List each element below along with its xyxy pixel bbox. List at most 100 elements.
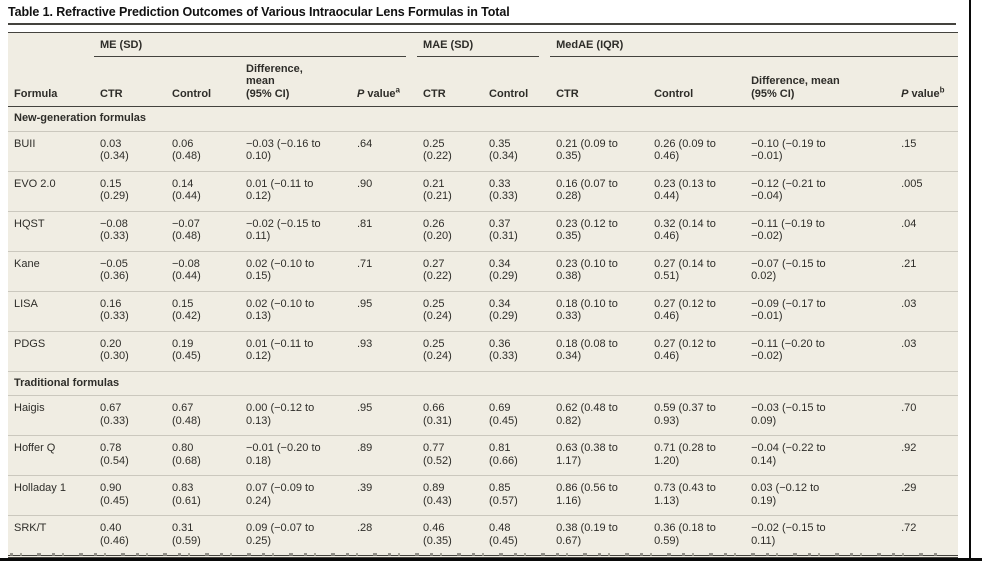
- table-row: PDGS 0.20 (0.30) 0.19 (0.45) 0.01 (−0.11 to…: [8, 331, 959, 372]
- value-cell: .64: [351, 131, 418, 172]
- value-cell: 0.63 (0.38 to 1.17): [550, 435, 649, 476]
- value-cell: 0.69 (0.45): [483, 395, 551, 436]
- value-cell: 0.25 (0.24): [417, 291, 484, 332]
- value-cell: −0.10 (−0.19 to −0.01): [745, 131, 896, 172]
- medae-difference-column-header: Difference, mean (95% CI): [745, 56, 896, 107]
- value-cell: 0.66 (0.31): [417, 395, 484, 436]
- superscript-b: b: [939, 84, 945, 94]
- value-cell: −0.01 (−0.20 to 0.18): [240, 435, 351, 476]
- value-cell: 0.27 (0.12 to 0.46): [648, 331, 746, 372]
- formula-name-cell: Hoffer Q: [8, 435, 94, 476]
- formula-column-header: Formula: [8, 56, 94, 107]
- value-cell: 0.27 (0.14 to 0.51): [648, 251, 746, 292]
- value-cell: 0.01 (−0.11 to 0.12): [240, 171, 351, 212]
- section-label: New-generation formulas: [8, 106, 959, 132]
- value-cell: 0.23 (0.12 to 0.35): [550, 211, 649, 252]
- title-rule: [8, 23, 956, 25]
- value-cell: 0.14 (0.44): [166, 171, 240, 212]
- value-cell: 0.23 (0.13 to 0.44): [648, 171, 746, 212]
- formula-name-cell: EVO 2.0: [8, 171, 94, 212]
- value-cell: −0.03 (−0.16 to 0.10): [240, 131, 351, 172]
- value-cell: 0.83 (0.61): [166, 475, 240, 516]
- value-cell: .90: [351, 171, 418, 212]
- table-row: EVO 2.0 0.15 (0.29) 0.14 (0.44) 0.01 (−0.11…: [8, 171, 959, 212]
- value-cell: 0.15 (0.42): [166, 291, 240, 332]
- results-table: ME (SD) MAE (SD) MedAE (IQR) Formula CTR…: [8, 32, 959, 558]
- value-cell: 0.38 (0.19 to 0.67): [550, 515, 649, 558]
- mae-ctr-column-header: CTR: [417, 56, 484, 107]
- value-cell: 0.15 (0.29): [94, 171, 166, 212]
- value-cell: −0.03 (−0.15 to 0.09): [745, 395, 896, 436]
- value-cell: 0.67 (0.48): [166, 395, 240, 436]
- value-cell: 0.19 (0.45): [166, 331, 240, 372]
- value-cell: 0.06 (0.48): [166, 131, 240, 172]
- value-cell: .71: [351, 251, 418, 292]
- value-cell: 0.90 (0.45): [94, 475, 166, 516]
- value-cell: 0.32 (0.14 to 0.46): [648, 211, 746, 252]
- value-cell: 0.89 (0.43): [417, 475, 484, 516]
- value-cell: 0.16 (0.07 to 0.28): [550, 171, 649, 212]
- value-cell: 0.86 (0.56 to 1.16): [550, 475, 649, 516]
- value-cell: .03: [895, 331, 959, 372]
- value-cell: 0.02 (−0.10 to 0.15): [240, 251, 351, 292]
- value-cell: 0.71 (0.28 to 1.20): [648, 435, 746, 476]
- formula-name-cell: HQST: [8, 211, 94, 252]
- value-cell: 0.03 (−0.12 to 0.19): [745, 475, 896, 516]
- value-cell: 0.37 (0.31): [483, 211, 551, 252]
- value-cell: .92: [895, 435, 959, 476]
- table-row: Holladay 1 0.90 (0.45) 0.83 (0.61) 0.07 (−0…: [8, 475, 959, 516]
- value-cell: 0.46 (0.35): [417, 515, 484, 558]
- section-header-row: New-generation formulas: [8, 106, 959, 132]
- medae-ctr-column-header: CTR: [550, 56, 649, 107]
- value-cell: 0.78 (0.54): [94, 435, 166, 476]
- me-control-column-header: Control: [166, 56, 240, 107]
- value-cell: 0.36 (0.33): [483, 331, 551, 372]
- value-cell: 0.73 (0.43 to 1.13): [648, 475, 746, 516]
- spanner-medae-iqr-label: MedAE (IQR): [550, 33, 959, 57]
- superscript-a: a: [395, 84, 400, 94]
- value-cell: 0.21 (0.09 to 0.35): [550, 131, 649, 172]
- value-cell: 0.36 (0.18 to 0.59): [648, 515, 746, 558]
- value-cell: .21: [895, 251, 959, 292]
- value-cell: .81: [351, 211, 418, 252]
- p-value-a-column-header: P valuea: [351, 56, 418, 107]
- value-cell: 0.07 (−0.09 to 0.24): [240, 475, 351, 516]
- value-cell: 0.81 (0.66): [483, 435, 551, 476]
- value-cell: .29: [895, 475, 959, 516]
- page-frame-bottom-rule: [0, 558, 982, 561]
- value-word: value: [364, 87, 396, 100]
- value-cell: .70: [895, 395, 959, 436]
- value-cell: .15: [895, 131, 959, 172]
- value-cell: −0.02 (−0.15 to 0.11): [240, 211, 351, 252]
- value-cell: .005: [895, 171, 959, 212]
- table-header: ME (SD) MAE (SD) MedAE (IQR) Formula CTR…: [8, 33, 959, 107]
- table-title: Table 1. Refractive Prediction Outcomes …: [8, 5, 510, 19]
- value-cell: .04: [895, 211, 959, 252]
- table-row: BUII 0.03 (0.34) 0.06 (0.48) −0.03 (−0.16 t…: [8, 131, 959, 172]
- value-cell: −0.12 (−0.21 to −0.04): [745, 171, 896, 212]
- value-cell: 0.25 (0.24): [417, 331, 484, 372]
- spanner-me-sd-label: ME (SD): [94, 33, 407, 57]
- value-cell: 0.67 (0.33): [94, 395, 166, 436]
- value-cell: 0.35 (0.34): [483, 131, 551, 172]
- formula-name-cell: Haigis: [8, 395, 94, 436]
- formula-name-cell: Holladay 1: [8, 475, 94, 516]
- value-cell: −0.11 (−0.19 to −0.02): [745, 211, 896, 252]
- value-cell: −0.02 (−0.15 to 0.11): [745, 515, 896, 558]
- clipped-footnote-fragment: [10, 553, 940, 556]
- value-cell: .95: [351, 291, 418, 332]
- formula-name-cell: PDGS: [8, 331, 94, 372]
- value-cell: 0.27 (0.12 to 0.46): [648, 291, 746, 332]
- value-cell: 0.27 (0.22): [417, 251, 484, 292]
- value-cell: .89: [351, 435, 418, 476]
- value-cell: 0.80 (0.68): [166, 435, 240, 476]
- formula-spanner-spacer: [8, 33, 94, 57]
- value-cell: .95: [351, 395, 418, 436]
- value-cell: −0.08 (0.44): [166, 251, 240, 292]
- column-header-row: Formula CTR Control Difference, mean (95…: [8, 56, 959, 107]
- spanner-mae-sd: MAE (SD): [417, 33, 550, 57]
- value-cell: 0.59 (0.37 to 0.93): [648, 395, 746, 436]
- value-cell: 0.48 (0.45): [483, 515, 551, 558]
- p-italic: P: [357, 87, 365, 100]
- value-cell: 0.03 (0.34): [94, 131, 166, 172]
